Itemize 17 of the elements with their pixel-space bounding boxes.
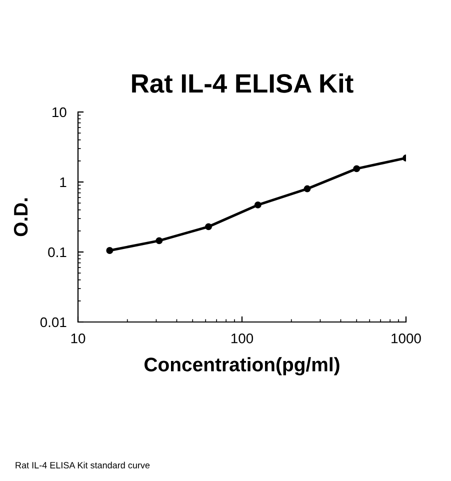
point: [353, 165, 360, 172]
point: [254, 201, 262, 208]
chart-title: Rat IL-4 ELISA Kit: [132, 73, 354, 93]
y-tick-label: 10: [52, 107, 66, 118]
x-tick-label: 10: [71, 333, 86, 344]
y-axis-title: O.D.: [14, 198, 28, 236]
x-tick-label: 100: [231, 333, 254, 344]
point: [205, 223, 212, 230]
y-tick-label: 0.01: [40, 317, 66, 328]
point: [304, 185, 311, 192]
point: [156, 237, 163, 244]
text: Rat IL-4 ELISA Kit standard curve: [16, 462, 150, 468]
x-axis-title: Concentration(pg/ml): [144, 357, 340, 376]
point: [106, 247, 114, 254]
y-tick-label: 1: [60, 177, 66, 188]
y-tick-label: 0.1: [48, 247, 66, 258]
x-tick-label: 1000: [392, 333, 421, 344]
